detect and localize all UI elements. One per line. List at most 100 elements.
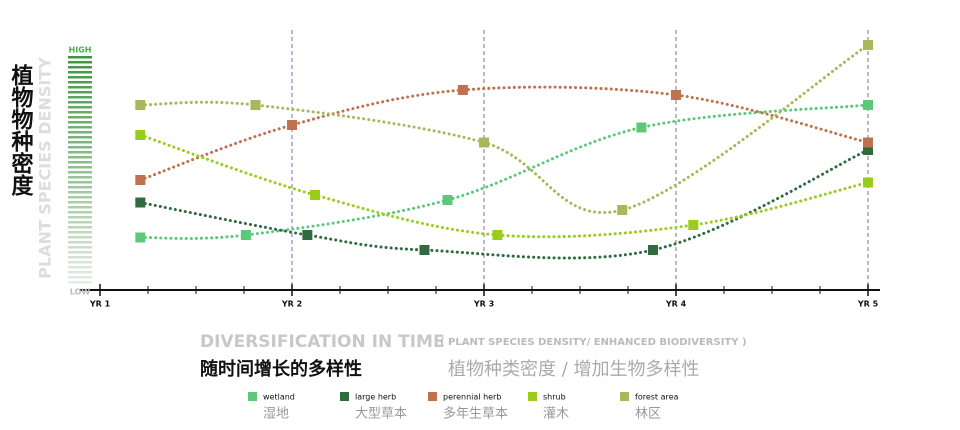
density-stripe — [68, 81, 92, 84]
x-tick-label: YR 4 — [665, 300, 687, 309]
density-stripe — [68, 66, 92, 69]
legend-label-cn: 大型草本 — [355, 407, 407, 422]
legend-label: shrub — [543, 393, 566, 402]
density-stripe — [68, 251, 92, 254]
density-stripe — [68, 116, 92, 119]
density-stripe — [68, 186, 92, 189]
density-stripe — [68, 246, 92, 249]
point-marker — [492, 230, 503, 240]
point-marker — [617, 205, 628, 215]
density-stripe — [68, 166, 92, 169]
density-stripe — [68, 201, 92, 204]
point-marker — [442, 195, 453, 205]
series-line — [138, 85, 870, 182]
x-tick-label: YR 3 — [473, 300, 494, 309]
density-stripe — [68, 101, 92, 104]
series-line — [138, 148, 870, 260]
point-marker — [479, 137, 489, 148]
density-stripe — [68, 176, 92, 179]
density-stripe — [68, 211, 92, 214]
point-marker — [287, 120, 297, 130]
density-stripe — [68, 141, 92, 144]
density-stripe — [68, 61, 92, 64]
density-stripe — [68, 241, 92, 244]
legend-label: wetland — [263, 393, 295, 402]
density-stripe — [68, 111, 92, 114]
point-marker — [863, 40, 873, 50]
legend-swatch — [340, 392, 349, 401]
density-stripe — [68, 121, 92, 124]
point-marker — [135, 130, 146, 140]
density-stripe — [68, 161, 92, 164]
point-marker — [302, 230, 313, 240]
series-line — [138, 103, 870, 240]
subtitle: DIVERSIFICATION IN TIME — [200, 332, 445, 352]
density-stripe — [68, 231, 92, 234]
legend-label: perennial herb — [443, 393, 501, 402]
legend-label: forest area — [635, 393, 679, 402]
subtitle-note-cn: 植物种类密度 / 增加生物多样性 — [448, 359, 700, 380]
density-stripe — [68, 151, 92, 154]
legend-swatch — [248, 392, 257, 401]
x-tick-label: YR 5 — [857, 300, 879, 309]
legend-label-cn: 灌木 — [543, 407, 569, 422]
y-tick-label: HIGH — [69, 46, 92, 55]
density-stripe — [68, 86, 92, 89]
point-marker — [671, 90, 681, 100]
density-stripe — [68, 276, 92, 279]
point-marker — [250, 100, 261, 110]
point-marker — [863, 137, 873, 148]
y-axis-label: PLANT SPECIES DENSITY — [36, 57, 55, 279]
point-marker — [419, 245, 430, 255]
density-stripe — [68, 216, 92, 219]
legend-label-cn: 湿地 — [263, 407, 289, 422]
point-marker — [135, 232, 146, 243]
density-stripe — [68, 181, 92, 184]
density-stripe — [68, 126, 92, 129]
x-tick-label: YR 1 — [89, 300, 111, 309]
point-marker — [240, 230, 251, 240]
density-stripe — [68, 136, 92, 139]
point-marker — [457, 85, 468, 95]
density-stripe — [68, 226, 92, 229]
density-stripe — [68, 196, 92, 199]
density-stripe — [68, 96, 92, 99]
density-stripe — [68, 91, 92, 94]
subtitle-note: ( PLANT SPECIES DENSITY/ ENHANCED BIODIV… — [440, 337, 747, 348]
density-stripe — [68, 106, 92, 109]
density-stripe — [68, 206, 92, 209]
density-stripe — [68, 76, 92, 79]
density-stripe — [68, 261, 92, 264]
density-stripe — [68, 171, 92, 174]
legend-swatch — [528, 392, 537, 401]
point-marker — [310, 190, 321, 200]
density-stripe — [68, 146, 92, 149]
point-marker — [688, 220, 699, 230]
density-stripe — [68, 156, 92, 159]
legend-label: large herb — [355, 393, 396, 402]
point-marker — [863, 177, 873, 188]
legend-label-cn: 林区 — [635, 407, 661, 422]
x-tick-label: YR 2 — [281, 300, 302, 309]
density-stripe — [68, 131, 92, 134]
point-marker — [647, 245, 658, 255]
density-stripe — [68, 56, 92, 59]
series-line — [138, 43, 870, 214]
density-stripe — [68, 236, 92, 239]
density-stripe — [68, 271, 92, 274]
point-marker — [135, 175, 146, 185]
density-stripe — [68, 266, 92, 269]
chart-title: 植物物种密度 — [8, 63, 34, 197]
density-stripe — [68, 71, 92, 74]
density-stripe — [68, 191, 92, 194]
point-marker — [863, 145, 873, 155]
point-marker — [135, 100, 146, 110]
density-stripe — [68, 256, 92, 259]
legend-swatch — [428, 392, 437, 401]
point-marker — [135, 197, 146, 208]
point-marker — [863, 100, 873, 110]
legend-label-cn: 多年生草本 — [443, 406, 508, 422]
subtitle-cn: 随时间增长的多样性 — [200, 358, 362, 380]
legend-swatch — [620, 392, 629, 401]
